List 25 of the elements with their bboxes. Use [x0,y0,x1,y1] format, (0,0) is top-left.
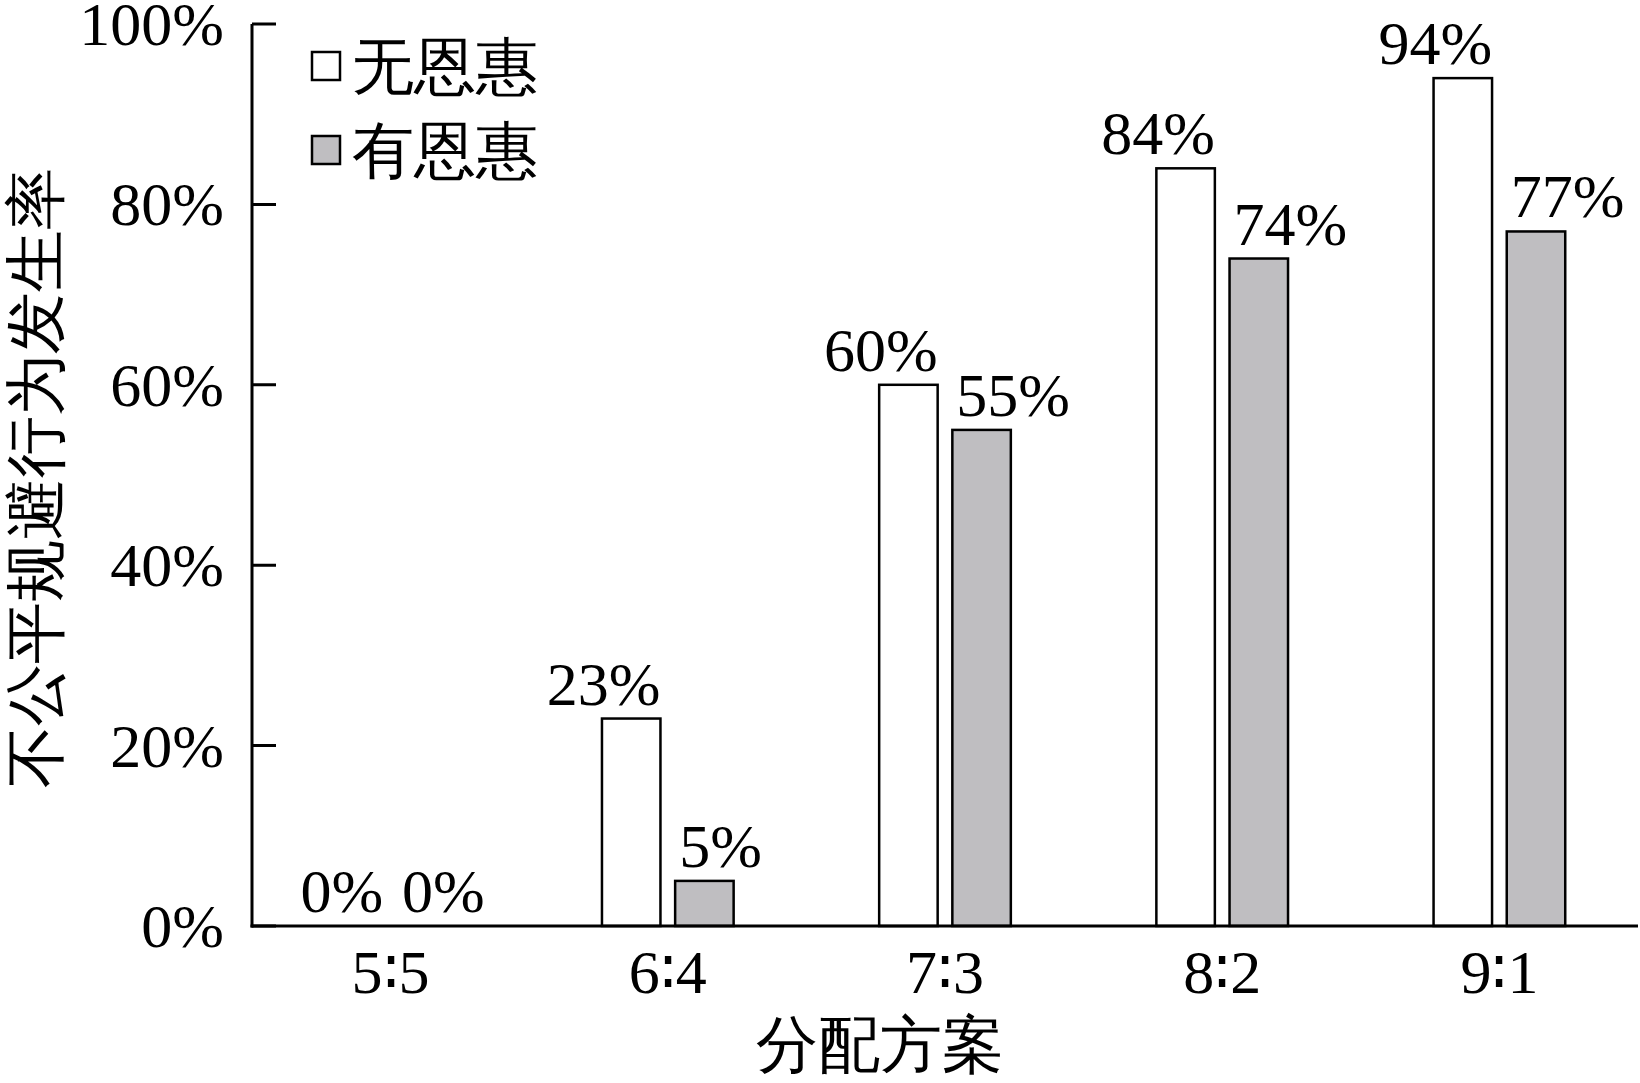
y-tick-label: 80% [110,170,224,239]
data-label: 84% [1101,99,1215,168]
data-label: 0% [401,857,485,925]
y-tick-label: 20% [110,711,224,780]
x-tick-label: 5∶5 [351,938,430,1006]
y-tick-label: 40% [110,531,224,600]
y-tick-label: 100% [79,0,224,58]
data-label: 0% [300,857,384,925]
legend-label: 无恩惠 [352,33,538,101]
data-label: 55% [956,360,1070,429]
legend-label: 有恩惠 [352,117,538,185]
data-label: 94% [1378,9,1493,78]
x-tick-label: 8∶2 [1183,938,1262,1006]
data-label: 5% [679,811,762,880]
x-tick-label: 6∶4 [628,938,707,1006]
x-tick-label: 9∶1 [1460,938,1539,1006]
y-tick-label: 60% [110,350,224,419]
data-label: 60% [824,315,938,384]
x-tick-label: 7∶3 [906,938,984,1006]
data-label: 74% [1233,189,1348,258]
data-label: 77% [1510,162,1625,231]
x-axis-title: 分配方案 [756,1011,1004,1079]
y-axis-title: 不公平规避行为发生率 [2,168,70,788]
y-tick-label: 0% [141,892,224,960]
data-label: 23% [546,649,661,718]
